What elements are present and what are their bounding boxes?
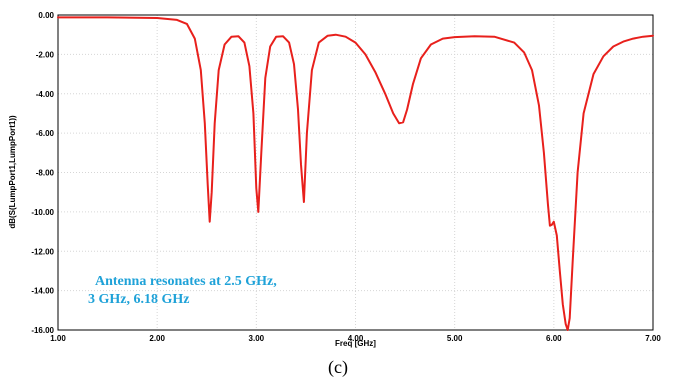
y-tick-label: -6.00 [36, 129, 55, 138]
x-tick-label: 5.00 [447, 334, 463, 343]
x-tick-label: 3.00 [249, 334, 265, 343]
annotation-line-2: 3 GHz, 6.18 GHz [88, 292, 190, 307]
axis-ticks: 1.00 2.00 3.00 4.00 5.00 6.00 7.00 0.00 -2.00 -4.… [31, 11, 661, 343]
y-axis-label: dB(S(LumpPort1,LumpPort1)) [8, 115, 17, 229]
s11-series-line [57, 16, 654, 331]
y-tick-label: -4.00 [36, 90, 55, 99]
plot-frame [57, 14, 654, 331]
y-tick-label: -2.00 [36, 50, 55, 59]
x-axis-label: Freq [GHz] [335, 339, 376, 348]
y-tick-label: 0.00 [38, 11, 54, 20]
x-tick-label: 1.00 [50, 334, 66, 343]
x-tick-label: 6.00 [546, 334, 562, 343]
x-tick-label: 2.00 [149, 334, 165, 343]
y-tick-label: -8.00 [36, 169, 55, 178]
annotation-line-1: Antenna resonates at 2.5 GHz, [95, 274, 277, 289]
y-tick-label: -12.00 [31, 247, 54, 256]
x-tick-label: 7.00 [645, 334, 661, 343]
y-tick-label: -14.00 [31, 287, 54, 296]
y-tick-label: -16.00 [31, 326, 54, 335]
figure-caption: (c) [328, 357, 348, 378]
grid-lines [58, 15, 653, 330]
x-tick-label: 4.00 [348, 334, 364, 343]
y-tick-label: -10.00 [31, 208, 54, 217]
